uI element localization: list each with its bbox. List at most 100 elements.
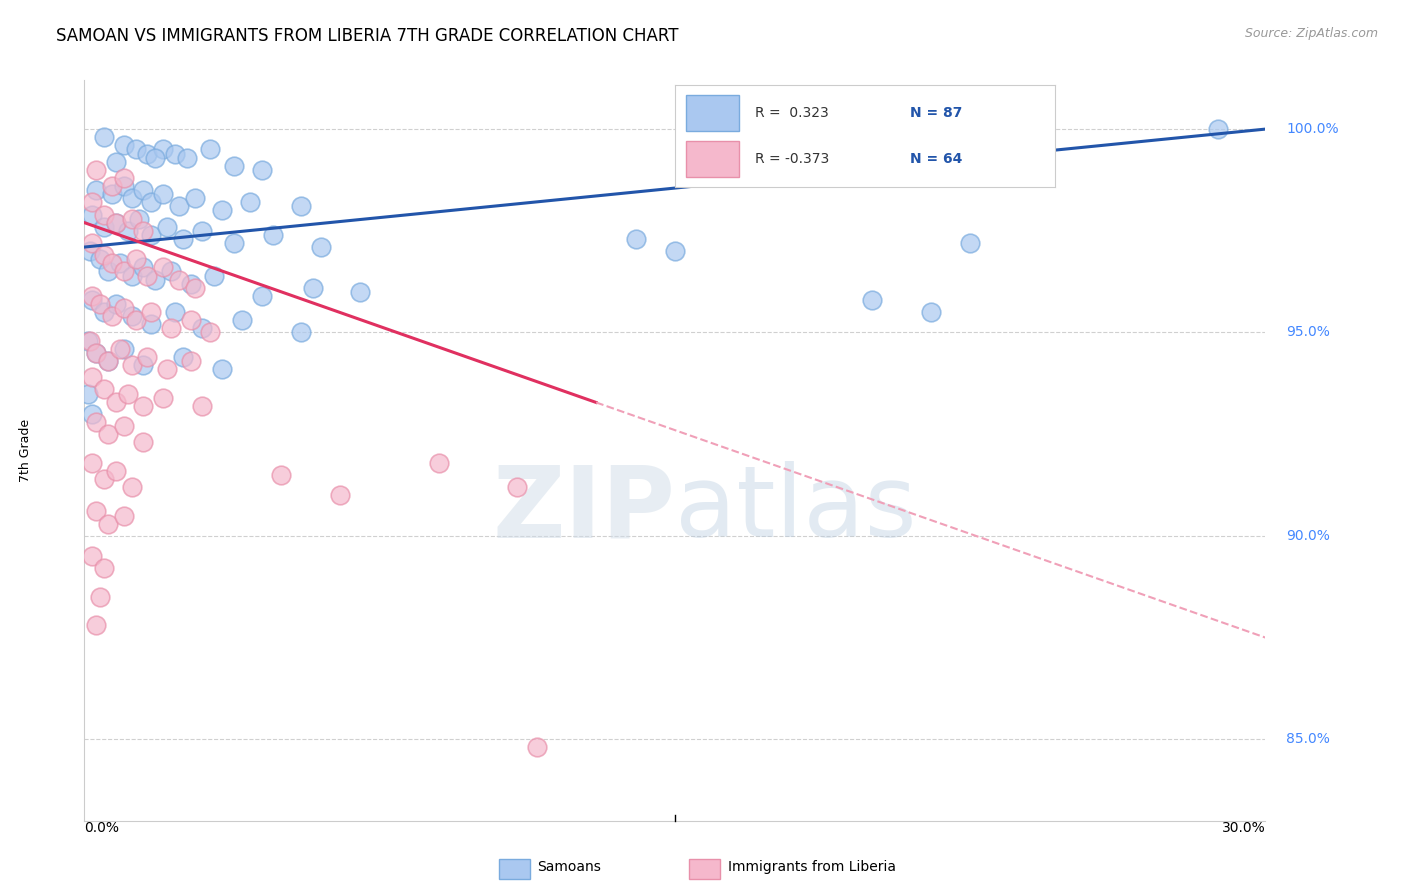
Text: 30.0%: 30.0% xyxy=(1222,821,1265,835)
Point xyxy=(121,480,143,494)
Point xyxy=(101,179,124,194)
Point xyxy=(89,297,111,311)
Point xyxy=(132,224,155,238)
Text: ZIP: ZIP xyxy=(492,461,675,558)
Point xyxy=(200,143,222,157)
Point xyxy=(222,159,245,173)
Point xyxy=(250,162,273,177)
Point xyxy=(427,456,450,470)
Point xyxy=(860,293,883,307)
Point xyxy=(97,354,120,368)
Text: N = 87: N = 87 xyxy=(910,106,963,120)
Point xyxy=(152,391,174,405)
Point xyxy=(112,264,135,278)
Text: Source: ZipAtlas.com: Source: ZipAtlas.com xyxy=(1244,27,1378,40)
Text: R =  0.323: R = 0.323 xyxy=(755,106,828,120)
Point xyxy=(128,211,150,226)
Point xyxy=(112,301,135,315)
Point xyxy=(160,264,183,278)
Point xyxy=(136,350,159,364)
Point xyxy=(163,146,186,161)
Point xyxy=(104,297,127,311)
Point xyxy=(93,472,115,486)
Point xyxy=(82,370,104,384)
Point xyxy=(141,318,163,332)
Point xyxy=(121,211,143,226)
Point xyxy=(180,277,202,291)
Point xyxy=(82,407,104,421)
Point xyxy=(156,219,179,234)
Point xyxy=(136,268,159,283)
Text: 90.0%: 90.0% xyxy=(1286,529,1330,543)
Point xyxy=(132,260,155,275)
Point xyxy=(141,227,163,242)
Point xyxy=(93,130,115,145)
Point xyxy=(132,399,155,413)
Point xyxy=(108,342,131,356)
Text: 85.0%: 85.0% xyxy=(1286,732,1330,747)
Point xyxy=(89,252,111,267)
Point xyxy=(121,358,143,372)
Point xyxy=(82,235,104,250)
Point xyxy=(104,394,127,409)
Point xyxy=(132,183,155,197)
Point xyxy=(77,386,100,401)
Point xyxy=(183,281,205,295)
Point xyxy=(82,289,104,303)
Point xyxy=(79,334,101,348)
Point xyxy=(301,281,323,295)
Point xyxy=(222,235,245,250)
Point xyxy=(112,342,135,356)
Point xyxy=(112,508,135,523)
Point xyxy=(121,310,143,324)
Point xyxy=(167,199,190,213)
Point xyxy=(624,232,647,246)
Point xyxy=(152,187,174,202)
Point xyxy=(93,207,115,221)
Point xyxy=(167,272,190,286)
Point xyxy=(124,252,146,267)
Point xyxy=(152,260,174,275)
Point xyxy=(156,362,179,376)
Point xyxy=(136,146,159,161)
Point xyxy=(290,326,312,340)
Point xyxy=(112,170,135,185)
Point xyxy=(97,516,120,531)
Point xyxy=(506,480,529,494)
Point xyxy=(124,313,146,327)
Point xyxy=(176,151,198,165)
Point xyxy=(1206,122,1229,136)
Point xyxy=(84,618,107,632)
Point xyxy=(104,154,127,169)
Point xyxy=(101,187,124,202)
Point xyxy=(183,191,205,205)
Point xyxy=(526,740,548,755)
Text: Samoans: Samoans xyxy=(537,860,600,874)
Text: 100.0%: 100.0% xyxy=(1286,122,1339,136)
Bar xyxy=(686,141,740,177)
Point xyxy=(124,143,146,157)
Point xyxy=(132,358,155,372)
Point xyxy=(180,354,202,368)
Point xyxy=(172,350,194,364)
Text: 0.0%: 0.0% xyxy=(84,821,120,835)
Point xyxy=(143,272,166,286)
Point xyxy=(191,399,214,413)
Point xyxy=(160,321,183,335)
Point xyxy=(93,383,115,397)
Point xyxy=(101,310,124,324)
Point xyxy=(97,264,120,278)
Point xyxy=(108,256,131,270)
Point xyxy=(191,224,214,238)
Point xyxy=(262,227,284,242)
Point xyxy=(84,504,107,518)
Point xyxy=(329,488,352,502)
Point xyxy=(191,321,214,335)
Point xyxy=(89,590,111,604)
Point xyxy=(77,334,100,348)
Point xyxy=(84,183,107,197)
Point xyxy=(152,143,174,157)
Point xyxy=(172,232,194,246)
Point xyxy=(104,464,127,478)
Point xyxy=(141,305,163,319)
